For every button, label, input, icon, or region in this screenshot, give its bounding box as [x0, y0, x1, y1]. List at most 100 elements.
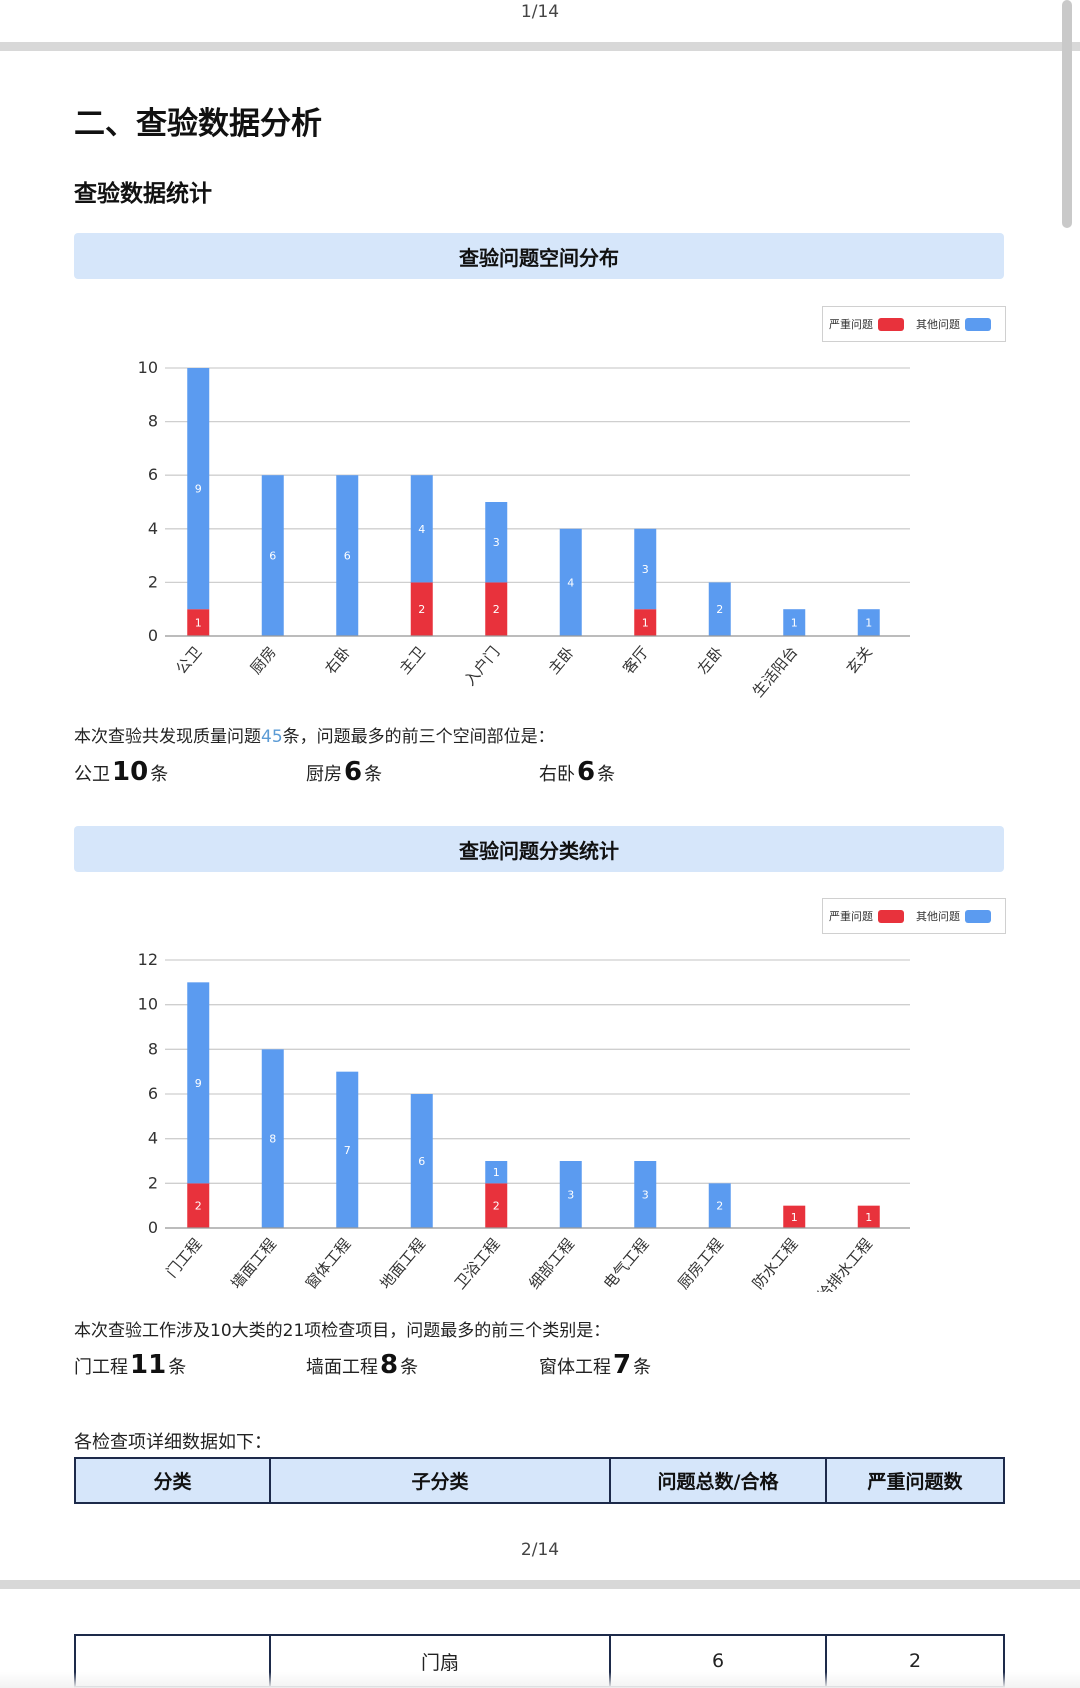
bar-other — [783, 609, 806, 636]
category-chart-banner: 查验问题分类统计 — [74, 826, 1004, 872]
space-summary: 本次查验共发现质量问题45条，问题最多的前三个空间部位是： — [74, 722, 555, 747]
space-chart-banner: 查验问题空间分布 — [74, 233, 1004, 279]
bar-other — [857, 609, 880, 636]
y-tick-label: 10 — [138, 995, 158, 1014]
bar-other — [634, 528, 657, 610]
bar-severe — [634, 609, 657, 636]
bar-other — [485, 502, 508, 583]
header-severe: 严重问题数 — [825, 1457, 1005, 1504]
bar-severe — [410, 582, 433, 636]
legend-item-other: 其他问题 — [916, 908, 991, 924]
y-tick-label: 10 — [138, 358, 158, 377]
x-tick-label: 主卫 — [396, 643, 429, 678]
bar-other — [261, 475, 284, 636]
space-top-item-1: 公卫10 条 — [74, 757, 168, 787]
header-category: 分类 — [74, 1457, 271, 1504]
space-top-item-2: 厨房6 条 — [306, 757, 382, 787]
bar-other — [708, 1183, 731, 1228]
y-tick-label: 12 — [138, 950, 158, 969]
top-item-name: 门工程 — [74, 1357, 128, 1378]
space-top-item-3: 右卧6 条 — [539, 757, 615, 787]
x-tick-label: 玄关 — [843, 643, 876, 678]
section-title: 二、查验数据分析 — [74, 106, 322, 142]
x-tick-label: 生活阳台 — [749, 643, 801, 700]
bar-value-label: 2 — [716, 603, 723, 616]
space-chart-legend: 严重问题 其他问题 — [822, 306, 1006, 342]
space-summary-count: 45 — [261, 727, 283, 747]
legend-item-severe: 严重问题 — [829, 908, 904, 924]
legend-swatch-other — [965, 909, 991, 923]
y-tick-label: 0 — [148, 626, 158, 645]
y-tick-label: 6 — [148, 1084, 158, 1103]
bar-value-label: 4 — [567, 576, 574, 589]
bar-value-label: 4 — [418, 523, 425, 536]
table-intro: 各检查项详细数据如下： — [74, 1432, 272, 1453]
bar-value-label: 1 — [195, 617, 202, 630]
bar-severe — [187, 1183, 210, 1228]
bar-other — [410, 475, 433, 583]
bar-value-label: 3 — [642, 1189, 649, 1202]
category-chart-legend: 严重问题 其他问题 — [822, 898, 1006, 934]
category-top-item-2: 墙面工程8 条 — [306, 1350, 418, 1380]
page-separator-top — [0, 42, 1080, 51]
bar-other — [261, 1049, 284, 1228]
bar-value-label: 6 — [269, 550, 276, 563]
legend-label-other: 其他问题 — [916, 318, 960, 331]
y-tick-label: 4 — [148, 519, 158, 538]
bar-value-label: 6 — [418, 1155, 425, 1168]
page-number-top: 1/14 — [520, 2, 560, 22]
legend-swatch-severe — [878, 317, 904, 331]
bar-value-label: 1 — [865, 1211, 872, 1224]
bar-value-label: 6 — [344, 550, 351, 563]
top-item-count: 6 — [577, 757, 596, 787]
top-item-count: 10 — [112, 757, 149, 787]
detail-table-header: 分类 子分类 问题总数/合格 严重问题数 — [74, 1457, 1005, 1504]
bar-value-label: 1 — [791, 617, 798, 630]
bar-other — [708, 582, 731, 636]
x-tick-label: 厨房 — [247, 643, 280, 678]
bar-other — [559, 528, 582, 636]
page-number-mid: 2/14 — [520, 1540, 560, 1560]
bar-value-label: 2 — [195, 1200, 202, 1213]
header-subcategory: 子分类 — [269, 1457, 611, 1504]
category-statistics-chart: 02468101229门工程8墙面工程7窗体工程6地面工程21卫浴工程3细部工程… — [138, 950, 910, 1292]
legend-swatch-other — [965, 317, 991, 331]
legend-item-severe: 严重问题 — [829, 316, 904, 332]
bar-other — [485, 1161, 508, 1184]
x-tick-label: 窗体工程 — [302, 1235, 354, 1292]
category-top-item-1: 门工程11 条 — [74, 1350, 186, 1380]
bar-severe — [187, 609, 210, 636]
x-tick-label: 主卧 — [545, 643, 578, 678]
x-tick-label: 客厅 — [619, 643, 652, 678]
bar-value-label: 2 — [418, 603, 425, 616]
top-item-unit: 条 — [168, 1357, 187, 1378]
x-tick-label: 右卧 — [321, 643, 354, 678]
bar-value-label: 2 — [493, 1200, 500, 1213]
x-tick-label: 入户门 — [461, 643, 504, 689]
x-tick-label: 公卫 — [172, 643, 205, 678]
scrollbar-thumb[interactable] — [1062, 0, 1072, 228]
bar-other — [187, 368, 210, 610]
x-tick-label: 电气工程 — [600, 1235, 652, 1292]
top-item-unit: 条 — [364, 764, 383, 785]
bar-value-label: 1 — [642, 617, 649, 630]
bar-value-label: 1 — [791, 1211, 798, 1224]
x-tick-label: 门工程 — [163, 1235, 206, 1281]
subsection-title: 查验数据统计 — [74, 181, 212, 207]
y-tick-label: 0 — [148, 1218, 158, 1237]
bar-value-label: 8 — [269, 1133, 276, 1146]
legend-label-severe: 严重问题 — [829, 318, 873, 331]
space-distribution-chart: 0 2 4 6 8 10 1 9 公卫 6 厨房 6 右卧 2 4 主卫 2 3 入户门 4 主卧 1 3 客厅 2 左卧 1 生活阳… — [138, 358, 910, 700]
x-tick-label: 给排水工程 — [814, 1235, 876, 1292]
bar-value-label: 1 — [865, 617, 872, 630]
bar-severe — [485, 1183, 508, 1228]
bar-value-label: 3 — [642, 563, 649, 576]
category-top-item-3: 窗体工程7 条 — [539, 1350, 651, 1380]
x-tick-label: 卫浴工程 — [451, 1235, 503, 1292]
top-item-count: 11 — [130, 1350, 167, 1380]
table-header-row: 分类 子分类 问题总数/合格 严重问题数 — [74, 1457, 1005, 1504]
top-item-count: 7 — [613, 1350, 632, 1380]
bar-other — [187, 982, 210, 1184]
space-summary-suffix: 条，问题最多的前三个空间部位是： — [282, 727, 555, 747]
legend-item-other: 其他问题 — [916, 316, 991, 332]
